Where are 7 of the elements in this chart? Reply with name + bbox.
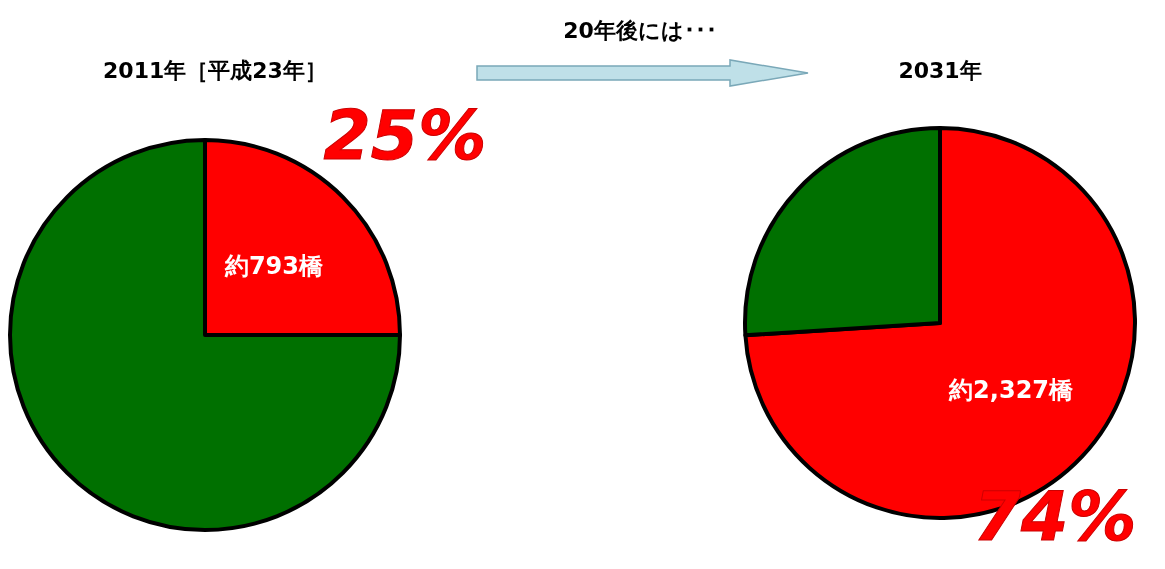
data-label: 25% xyxy=(323,95,487,175)
slice-label: 約2,327橋 xyxy=(948,375,1075,404)
data-label: 74% xyxy=(973,477,1137,557)
text: 20年後には･･･ xyxy=(563,18,717,43)
chart-title: 2031年 xyxy=(898,58,982,83)
chart-title: 2011年［平成23年］ xyxy=(103,58,327,83)
slice-label: 約793橋 xyxy=(223,252,324,281)
